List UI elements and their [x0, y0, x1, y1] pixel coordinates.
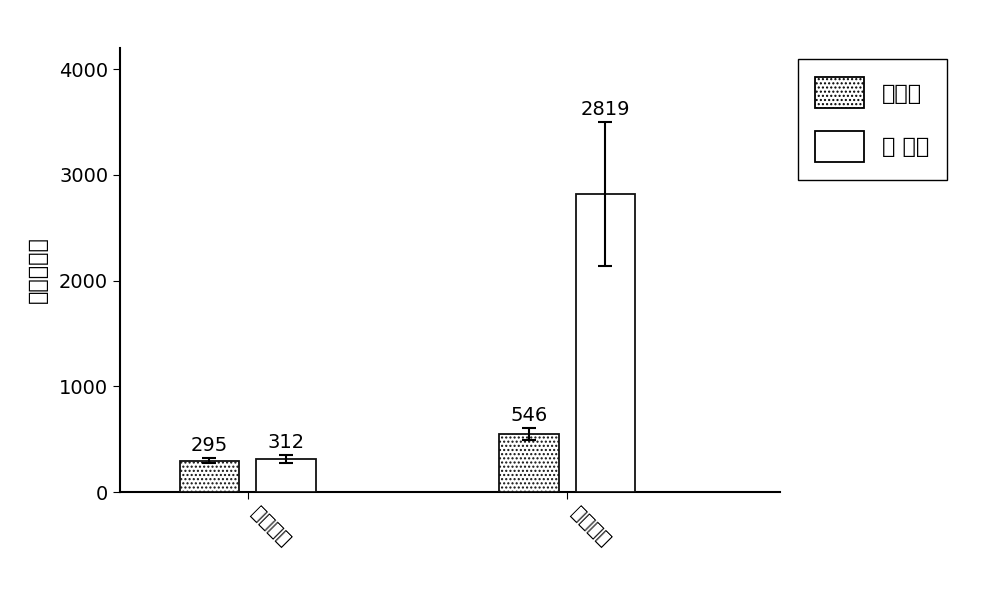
Y-axis label: 荧光信号値: 荧光信号値 — [28, 236, 48, 304]
Text: 2819: 2819 — [581, 100, 630, 119]
Text: 312: 312 — [268, 433, 305, 452]
Text: 295: 295 — [191, 436, 228, 455]
Bar — [499, 434, 559, 492]
Bar — [180, 461, 239, 492]
Legend: 原探针, 新 探针: 原探针, 新 探针 — [798, 59, 947, 180]
Bar — [256, 459, 316, 492]
Bar — [576, 194, 635, 492]
Text: 546: 546 — [510, 406, 547, 425]
